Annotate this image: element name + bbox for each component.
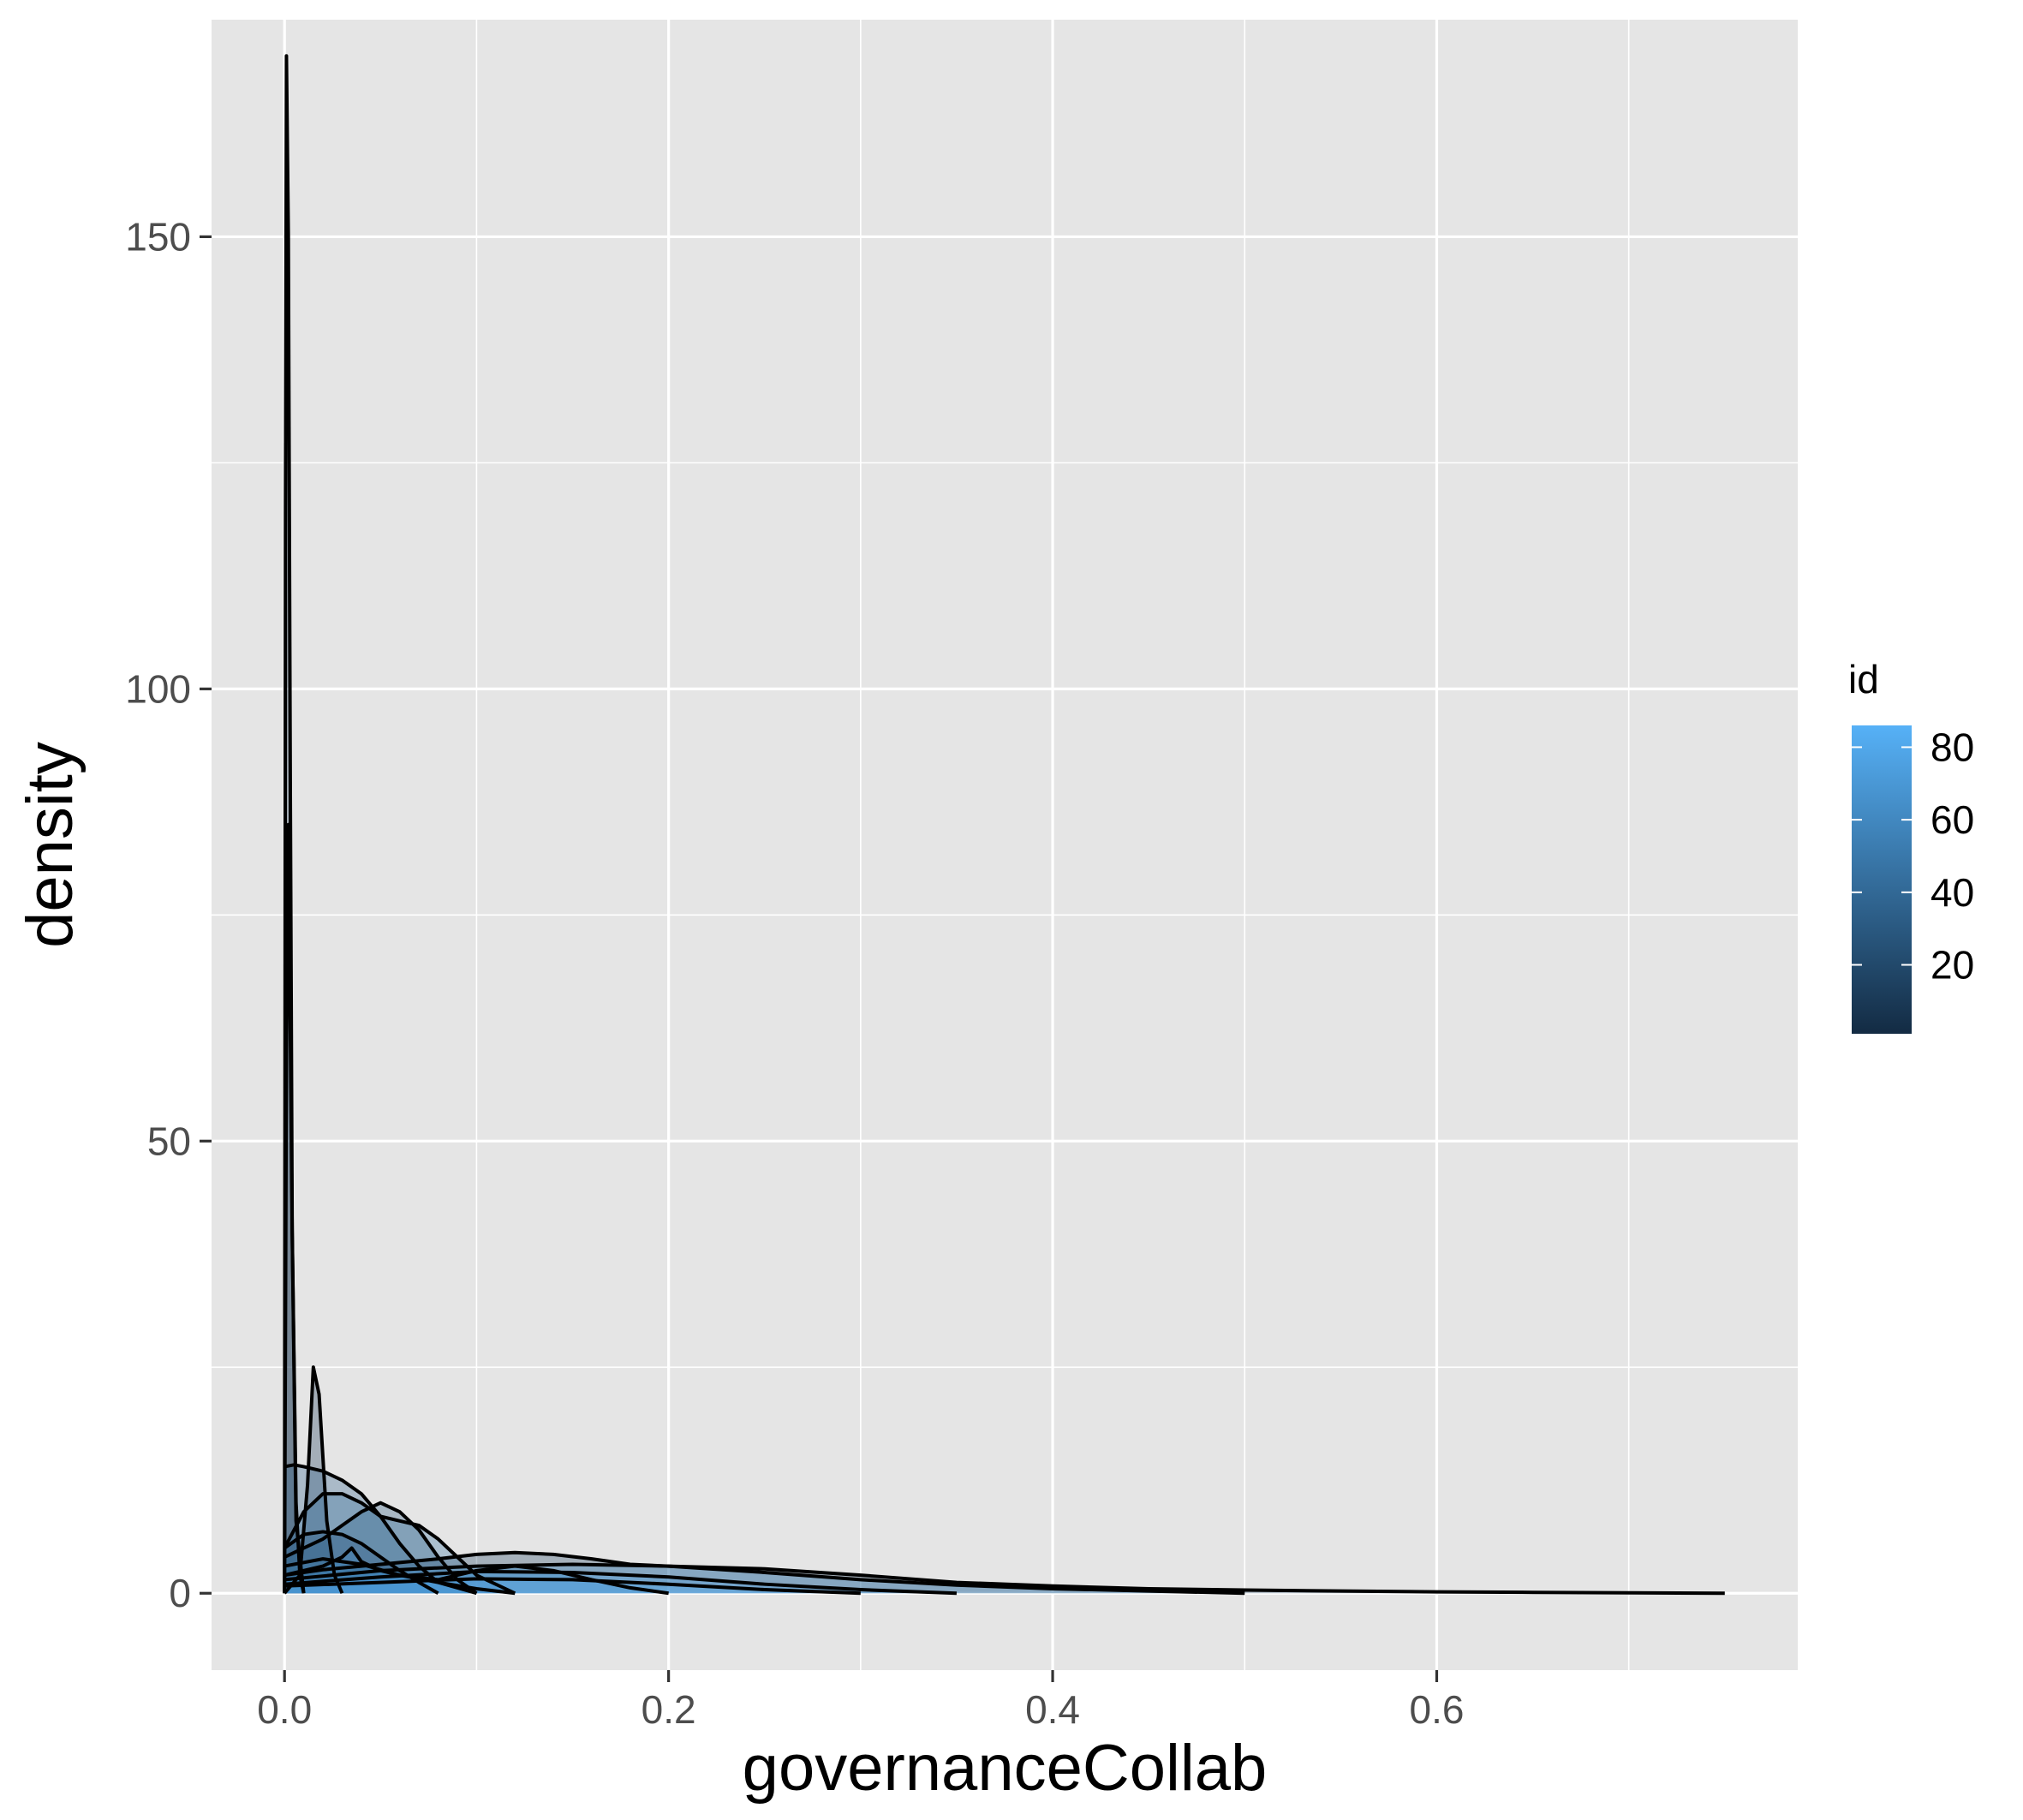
x-axis-title: governanceCollab: [743, 1732, 1268, 1805]
density-outline-id-8: [283, 822, 306, 1594]
density-area-id-60: [284, 1548, 516, 1594]
density-outline-id-82: [284, 1577, 861, 1596]
legend-title: id: [1848, 657, 1879, 701]
y-tick-label: 50: [147, 1119, 191, 1163]
density-outline-id-60: [283, 1546, 516, 1596]
y-tick-label: 100: [125, 666, 191, 711]
density-outline-id-15: [283, 1550, 1725, 1596]
density-outline-id-75: [284, 1569, 958, 1596]
density-area-id-5: [284, 56, 304, 1594]
density-outline-id-68: [284, 1562, 1245, 1596]
y-tick-label: 150: [125, 214, 191, 259]
y-axis-title: density: [14, 742, 87, 948]
legend-tick-label: 60: [1931, 797, 1974, 842]
x-tick-label: 0.6: [1410, 1687, 1465, 1732]
x-axis: 0.0 0.2 0.4 0.6: [257, 1670, 1464, 1732]
density-outline-id-12: [283, 1365, 344, 1595]
legend-tick-label: 80: [1931, 725, 1974, 769]
y-tick-label: 0: [169, 1571, 191, 1615]
grid-minor: [212, 20, 1798, 1670]
x-tick-label: 0.4: [1025, 1687, 1080, 1732]
x-tick-label: 0.0: [257, 1687, 312, 1732]
density-series-group: [283, 54, 1725, 1596]
density-outline-id-35: [283, 1463, 477, 1596]
plot-panel: [212, 20, 1798, 1670]
y-axis: 0 50 100 150: [125, 214, 212, 1615]
legend-colorbar: [1852, 725, 1912, 1034]
legend-tick-label: 20: [1931, 943, 1974, 988]
legend-colorbar-ticks: 20 40 60 80: [1852, 725, 1974, 988]
legend-tick-label: 40: [1931, 870, 1974, 915]
density-outline-id-45: [283, 1492, 516, 1596]
x-tick-label: 0.2: [642, 1687, 696, 1732]
legend: id 20 40 60 80: [1848, 657, 1974, 1034]
